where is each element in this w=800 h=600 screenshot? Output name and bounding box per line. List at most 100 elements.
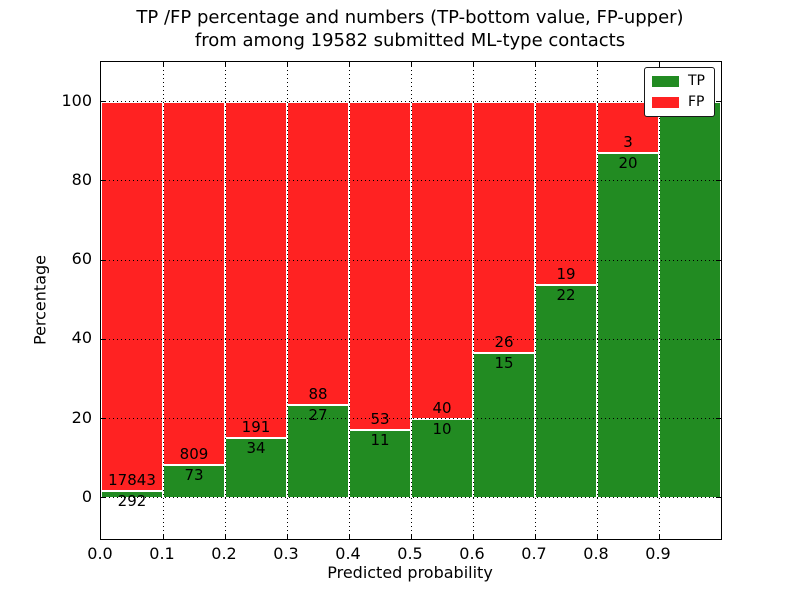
tick-x-bottom-0.1: [162, 534, 164, 539]
legend-label-tp: TP: [688, 73, 705, 89]
tick-y-right-100: [716, 101, 721, 103]
bar-fp-4: [349, 101, 411, 430]
label-tp-3: 27: [308, 405, 328, 424]
tick-y-right-20: [716, 418, 721, 420]
tick-y-right-60: [716, 259, 721, 261]
gridline-x-0.7: [534, 62, 536, 539]
chart-title-line2: from among 19582 submitted ML-type conta…: [194, 30, 626, 51]
label-tp-5: 10: [432, 419, 452, 438]
x-tick-label-0.8: 0.8: [583, 544, 609, 563]
x-tick-label-0.5: 0.5: [397, 544, 423, 563]
label-fp-6: 26: [494, 332, 514, 351]
tick-y-left-80: [101, 180, 106, 182]
gridline-x-0.5: [410, 62, 412, 539]
tick-y-right-80: [716, 180, 721, 182]
tick-y-right-40: [716, 338, 721, 340]
label-tp-8: 20: [618, 154, 638, 173]
gridline-x-0.4: [348, 62, 350, 539]
chart-title-line1: TP /FP percentage and numbers (TP-bottom…: [136, 7, 684, 28]
fp-color-swatch: [652, 97, 679, 108]
x-tick-label-0.2: 0.2: [211, 544, 237, 563]
legend: TP FP: [644, 67, 715, 117]
label-fp-2: 191: [241, 417, 271, 436]
tick-y-left-60: [101, 259, 106, 261]
y-tick-label-0: 0: [81, 486, 92, 506]
tick-x-bottom-0.7: [534, 534, 536, 539]
tick-x-top-0.6: [472, 62, 474, 67]
label-tp-2: 34: [246, 438, 266, 457]
tick-x-bottom-0.9: [658, 534, 660, 539]
tick-y-right-0: [716, 497, 721, 499]
label-tp-0: 292: [117, 492, 147, 511]
label-fp-1: 809: [179, 445, 209, 464]
gridline-x-0.6: [472, 62, 474, 539]
x-tick-label-0.6: 0.6: [459, 544, 485, 563]
tick-x-bottom-0.2: [224, 534, 226, 539]
x-tick-label-0.4: 0.4: [335, 544, 361, 563]
bar-tp-3: [287, 404, 349, 498]
bar-fp-0: [101, 101, 163, 492]
tp-color-swatch: [652, 76, 679, 87]
label-tp-7: 22: [556, 286, 576, 305]
x-tick-label-0.3: 0.3: [273, 544, 299, 563]
label-tp-6: 15: [494, 353, 514, 372]
bar-tp-1: [163, 465, 225, 498]
tick-x-top-0.1: [162, 62, 164, 67]
bar-tp-2: [225, 437, 287, 498]
bar-tp-8: [597, 153, 659, 498]
tick-y-left-0: [101, 497, 106, 499]
tick-x-top-0.5: [410, 62, 412, 67]
x-tick-label-0.0: 0.0: [87, 544, 113, 563]
legend-label-fp: FP: [688, 94, 705, 110]
legend-item-fp: FP: [652, 95, 705, 110]
bar-fp-8: [597, 101, 659, 154]
gridline-x-0.2: [224, 62, 226, 539]
x-tick-label-0.1: 0.1: [149, 544, 175, 563]
label-fp-3: 88: [308, 384, 328, 403]
x-tick-label-0.7: 0.7: [521, 544, 547, 563]
tick-x-top-0.2: [224, 62, 226, 67]
gridline-x-0.1: [162, 62, 164, 539]
tick-x-bottom-0.3: [286, 534, 288, 539]
chart-title: TP /FP percentage and numbers (TP-bottom…: [100, 6, 720, 52]
bar-fp-2: [225, 101, 287, 438]
bar-fp-3: [287, 101, 349, 405]
tick-y-left-100: [101, 101, 106, 103]
tick-x-bottom-0.6: [472, 534, 474, 539]
tick-x-bottom-0.5: [410, 534, 412, 539]
tick-x-bottom-0.8: [596, 534, 598, 539]
tick-x-top-0.9: [658, 62, 660, 67]
label-fp-7: 19: [556, 265, 576, 284]
tick-x-top-0.3: [286, 62, 288, 67]
y-tick-label-80: 80: [71, 169, 92, 189]
tick-y-left-20: [101, 418, 106, 420]
label-fp-0: 17843: [108, 471, 156, 490]
gridline-x-0.8: [596, 62, 598, 539]
y-tick-label-40: 40: [71, 328, 92, 348]
label-fp-8: 3: [623, 133, 633, 152]
tick-x-bottom-0.4: [348, 534, 350, 539]
gridline-x-0.3: [286, 62, 288, 539]
legend-item-tp: TP: [652, 74, 705, 89]
label-fp-4: 53: [370, 409, 390, 428]
y-tick-label-20: 20: [71, 407, 92, 427]
bar-fp-1: [163, 101, 225, 465]
bar-tp-7: [535, 285, 597, 498]
x-axis-label: Predicted probability: [327, 563, 493, 582]
bar-fp-7: [535, 101, 597, 286]
x-tick-label-0.9: 0.9: [645, 544, 671, 563]
gridline-x-0.9: [658, 62, 660, 539]
label-fp-5: 40: [432, 398, 452, 417]
y-tick-label-60: 60: [71, 249, 92, 269]
label-tp-1: 73: [184, 466, 204, 484]
bar-tp-6: [473, 352, 535, 498]
tick-y-left-40: [101, 338, 106, 340]
y-tick-label-100: 100: [61, 90, 92, 110]
plot-area: TP FP 17843 292 809 73 191 34 88 27 53 11 40 10 26 15…: [100, 61, 722, 540]
tick-x-top-0.4: [348, 62, 350, 67]
bar-fp-6: [473, 101, 535, 353]
tick-x-top-0.8: [596, 62, 598, 67]
bar-tp-9: [659, 101, 721, 498]
label-tp-4: 11: [370, 430, 390, 449]
